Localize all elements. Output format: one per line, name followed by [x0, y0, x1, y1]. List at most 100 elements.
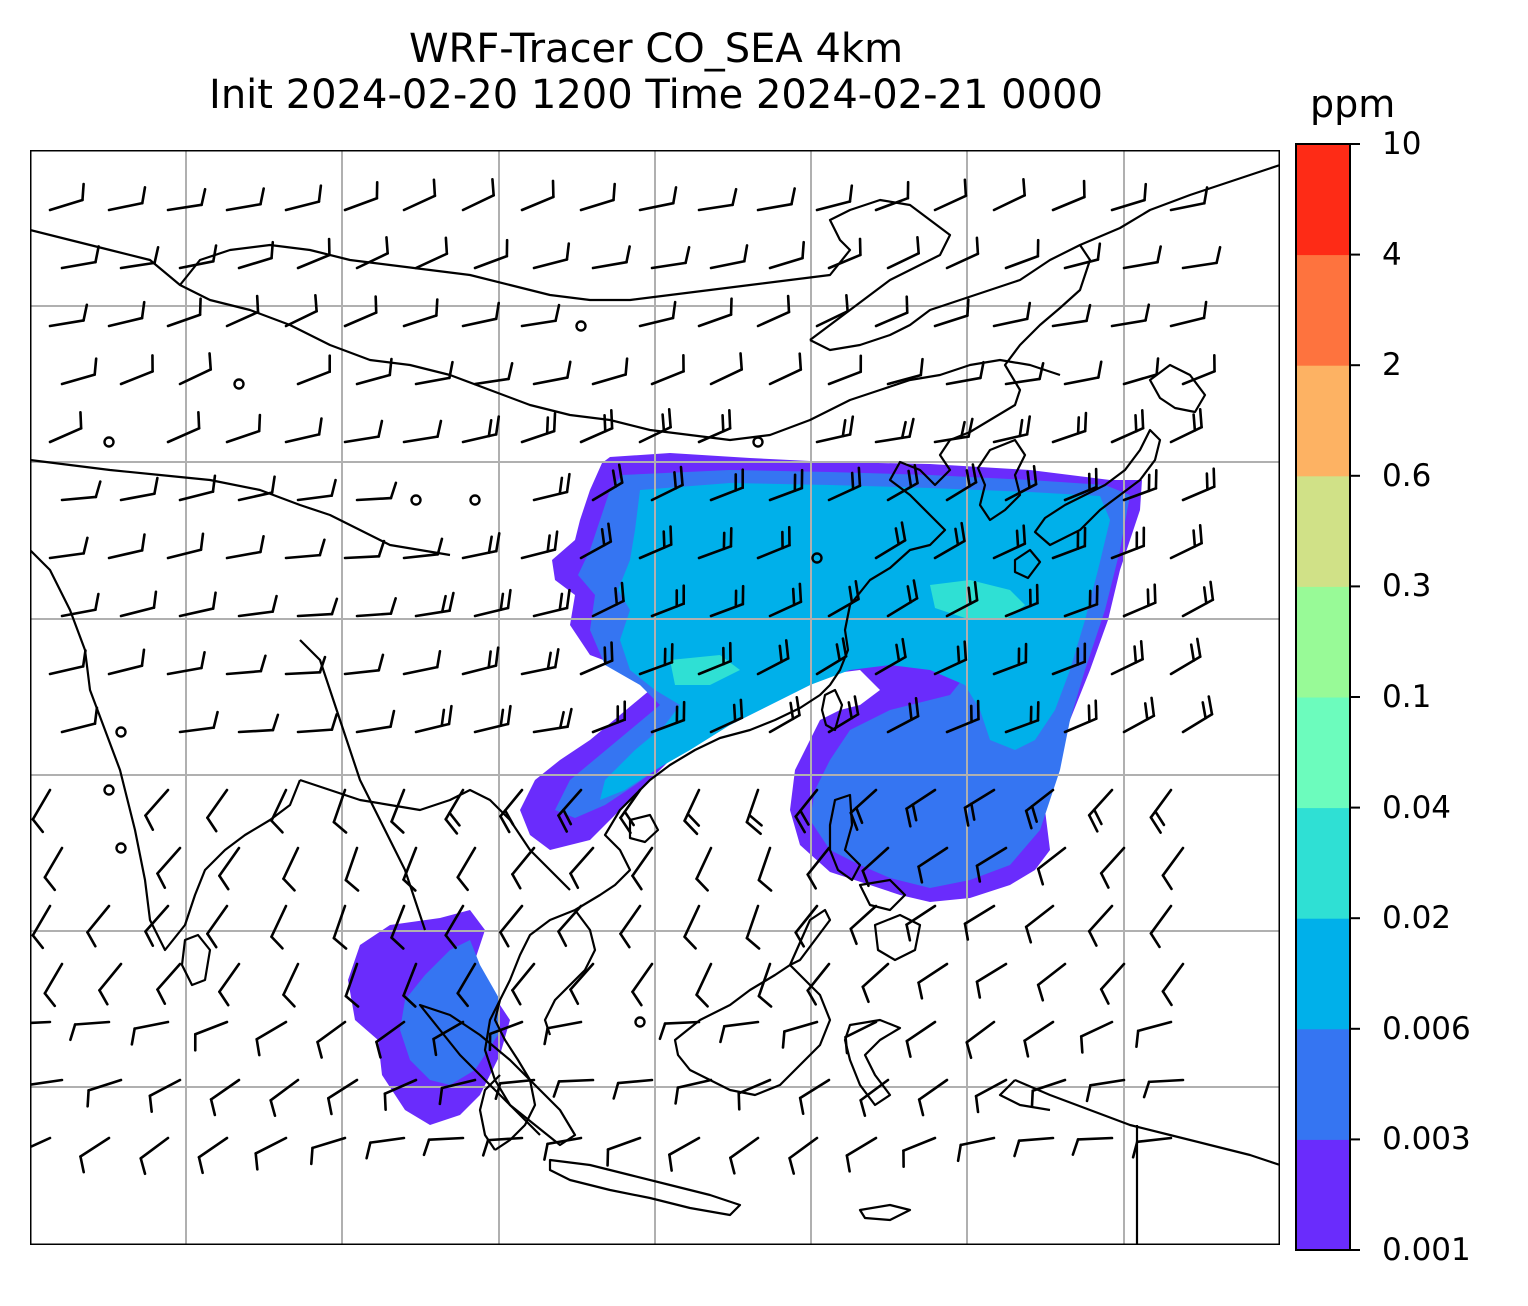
wind-barb: [579, 641, 614, 676]
wind-barb: [383, 1078, 418, 1112]
wind-barb: [827, 354, 863, 386]
wind-barb: [43, 962, 64, 1008]
wind-barb: [905, 788, 937, 828]
wind-barb: [225, 294, 260, 328]
wind-barb: [886, 579, 919, 618]
wind-barb: [107, 186, 147, 212]
wind-barb: [355, 357, 393, 386]
wind-barb: [827, 466, 862, 502]
wind-barb: [757, 846, 773, 892]
wind-barb: [432, 1020, 465, 1057]
wind-barb: [917, 846, 949, 884]
wind-barb: [532, 588, 571, 618]
border-russia-china: [809, 244, 1081, 352]
wind-barb: [296, 237, 331, 270]
wind-barb: [86, 904, 111, 948]
wind-barb: [1149, 904, 1173, 949]
wind-barb: [557, 904, 583, 948]
wind-barb: [668, 1136, 701, 1172]
wind-barb: [697, 409, 732, 444]
wind-barb: [1122, 583, 1157, 618]
wind-barb: [552, 1078, 595, 1098]
wind-barb: [945, 463, 978, 502]
colorbar-tick-label: 0.3: [1382, 568, 1432, 605]
wind-barb: [902, 1136, 937, 1168]
wind-barb: [60, 245, 100, 270]
coast-east-asia: [493, 163, 1280, 1151]
wind-barb: [756, 525, 791, 560]
wind-barb: [119, 354, 154, 386]
wind-barb: [956, 1136, 996, 1163]
wind-barb: [1051, 526, 1087, 560]
wind-barb: [579, 182, 616, 212]
wind-barb: [282, 846, 300, 892]
wind-barb: [343, 419, 384, 444]
wind-barb: [532, 472, 571, 502]
wind-barb: [992, 415, 1032, 444]
wind-barb: [316, 1020, 347, 1059]
wind-barb: [945, 699, 980, 734]
wind-barb: [119, 476, 159, 502]
wind-barb: [905, 1020, 937, 1058]
wind-barb: [827, 237, 862, 270]
wind-barb: [569, 846, 595, 890]
coast-new-guinea: [998, 1078, 1280, 1245]
wind-barb: [1181, 353, 1216, 386]
wind-barb: [1161, 962, 1185, 1007]
wind-barb: [1110, 408, 1145, 444]
wind-barb: [569, 962, 595, 1006]
wind-barb: [98, 962, 123, 1006]
wind-barb: [683, 788, 701, 836]
wind-barb: [917, 1078, 949, 1117]
colorbar-segment: [1296, 1139, 1350, 1251]
wind-barb: [48, 411, 83, 444]
wind-barb: [1110, 182, 1148, 212]
wind-barb: [343, 653, 385, 676]
colorbar-segment: [1296, 697, 1350, 809]
wind-barb: [815, 637, 848, 676]
wind-barb: [612, 1078, 654, 1100]
wind-barb: [225, 654, 267, 676]
wind-barb: [591, 700, 627, 734]
wind-barb: [1099, 962, 1126, 1005]
coast-borneo: [673, 963, 832, 1097]
wind-barb: [619, 788, 642, 835]
wind-barb: [674, 1078, 713, 1105]
colorbar: [1295, 143, 1360, 1251]
wind-barb: [806, 962, 831, 1006]
wind-barb: [166, 187, 207, 212]
wind-barb: [697, 297, 733, 328]
wind-barb: [414, 360, 454, 386]
wind-barb: [461, 646, 500, 676]
colorbar-tick-label: 0.6: [1382, 457, 1432, 494]
border-mongolia: [179, 198, 952, 341]
wind-barb: [1079, 1020, 1114, 1054]
border-myanmar: [299, 639, 427, 931]
colorbar-segment: [1296, 144, 1350, 256]
wind-barb: [719, 1020, 760, 1044]
wind-barb: [60, 480, 102, 502]
wind-barb: [1063, 699, 1098, 734]
wind-barb: [197, 1136, 229, 1175]
wind-barb: [520, 303, 561, 328]
wind-barb: [237, 594, 278, 618]
wind-barb: [365, 1136, 406, 1160]
coast-japan-honshu: [1033, 428, 1162, 547]
colorbar-tick-label: 2: [1382, 347, 1402, 384]
wind-barb: [975, 962, 1008, 999]
wind-barb: [130, 1020, 170, 1046]
wind-barb: [332, 788, 348, 834]
wind-barb: [269, 1078, 300, 1118]
wind-barb: [1142, 1078, 1185, 1099]
wind-barb: [631, 846, 654, 891]
wind-barb: [827, 579, 860, 618]
wind-barb: [86, 1078, 123, 1108]
wind-barb: [494, 1078, 536, 1101]
wind-barb: [43, 846, 64, 892]
wind-barb: [30, 1020, 52, 1025]
wind-barb: [402, 537, 444, 560]
colorbar-segment: [1296, 475, 1350, 587]
wind-barb: [697, 187, 738, 212]
wind-barb: [402, 650, 442, 676]
wind-barb: [638, 643, 674, 676]
